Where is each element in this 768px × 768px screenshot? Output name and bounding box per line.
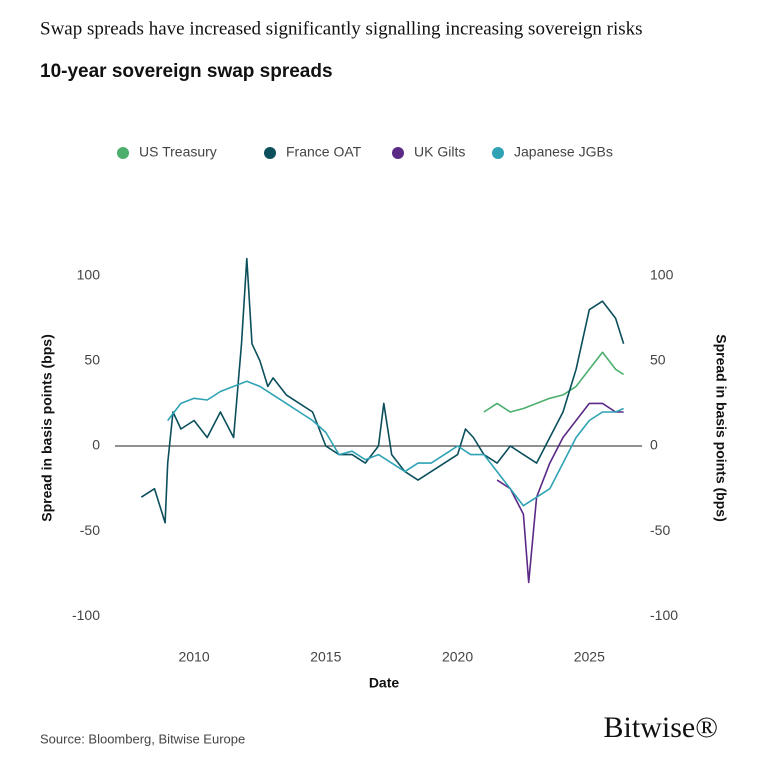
y2-tick-label: -100	[650, 607, 678, 623]
series-line	[140, 257, 625, 524]
legend-swatch	[117, 147, 129, 159]
y-tick-label: -50	[80, 522, 100, 538]
source: Source: Bloomberg, Bitwise Europe	[40, 731, 245, 746]
y2-tick-label: 100	[650, 266, 674, 282]
x-tick-label: 2010	[178, 649, 209, 665]
legend-swatch	[492, 147, 504, 159]
legend-label: France OAT	[286, 144, 362, 160]
series-line	[483, 351, 625, 413]
y-tick-label: 0	[92, 437, 100, 453]
y2-tick-label: -50	[650, 522, 670, 538]
x-tick-label: 2015	[310, 649, 341, 665]
legend-swatch	[264, 147, 276, 159]
series-line	[496, 402, 624, 584]
y-tick-label: 50	[84, 352, 100, 368]
x-axis-label: Date	[369, 675, 400, 691]
y2-tick-label: 0	[650, 437, 658, 453]
y2-axis-label: Spread in basis points (bps)	[713, 334, 729, 521]
legend-label: Japanese JGBs	[514, 144, 613, 160]
y-axis-label: Spread in basis points (bps)	[39, 334, 55, 521]
chart-title: Swap spreads have increased significantl…	[40, 18, 643, 39]
y-tick-label: -100	[72, 607, 100, 623]
legend-label: UK Gilts	[414, 144, 465, 160]
legend-swatch	[392, 147, 404, 159]
y-tick-label: 100	[77, 266, 101, 282]
x-tick-label: 2020	[442, 649, 473, 665]
series-line	[167, 380, 624, 507]
logo: Bitwise®	[604, 711, 718, 744]
y2-tick-label: 50	[650, 352, 666, 368]
legend-label: US Treasury	[139, 144, 217, 160]
chart-subtitle: 10-year sovereign swap spreads	[40, 61, 333, 82]
x-tick-label: 2025	[574, 649, 605, 665]
